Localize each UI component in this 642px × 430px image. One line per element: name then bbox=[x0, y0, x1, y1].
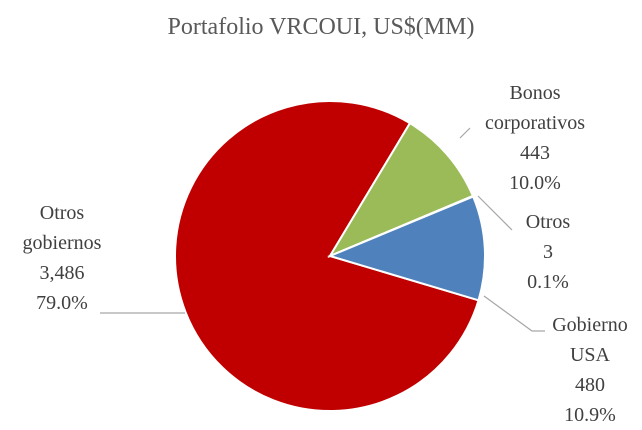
value-label: 480 bbox=[575, 374, 605, 396]
category-label: Otros gobiernos bbox=[22, 202, 102, 254]
data-label: Otros gobiernos 3,486 79.0% bbox=[2, 198, 122, 318]
leader-lines bbox=[100, 127, 545, 332]
percent-label: 10.9% bbox=[564, 404, 616, 426]
category-label: Bonos corporativos bbox=[485, 82, 585, 134]
value-label: 3,486 bbox=[39, 262, 85, 284]
category-label: Otros bbox=[525, 211, 571, 233]
pie-slice bbox=[327, 121, 475, 259]
pie-slice bbox=[327, 195, 486, 302]
value-label: 3 bbox=[543, 241, 553, 263]
category-label: Gobierno USA bbox=[552, 314, 628, 366]
percent-label: 79.0% bbox=[36, 292, 88, 314]
pie bbox=[174, 100, 486, 412]
chart-title: Portafolio VRCOUI, US$(MM) bbox=[167, 14, 475, 40]
data-label: Bonos corporativos 443 10.0% bbox=[465, 78, 605, 198]
leader-line bbox=[483, 295, 545, 332]
data-label: Gobierno USA 480 10.9% bbox=[530, 310, 642, 430]
leader-line bbox=[477, 195, 513, 231]
percent-label: 0.1% bbox=[527, 271, 569, 293]
leader-line bbox=[459, 127, 471, 139]
percent-label: 10.0% bbox=[509, 172, 561, 194]
pie-slice bbox=[174, 100, 480, 412]
data-label: Otros 3 0.1% bbox=[510, 207, 586, 297]
value-label: 443 bbox=[520, 142, 550, 164]
